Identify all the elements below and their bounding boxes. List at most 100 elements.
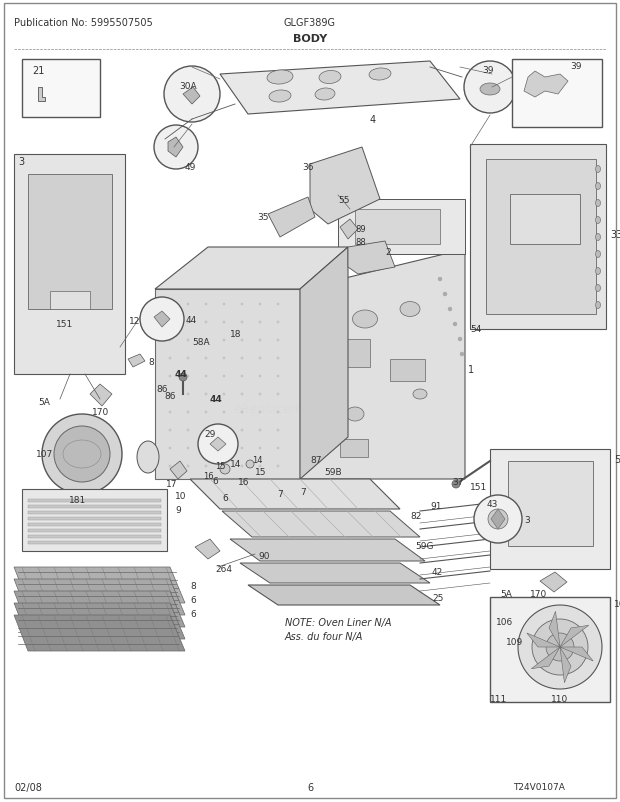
Circle shape (464, 62, 516, 114)
Text: 18: 18 (230, 330, 242, 338)
Polygon shape (38, 88, 45, 102)
Text: 16: 16 (238, 477, 249, 486)
Circle shape (154, 126, 198, 170)
Polygon shape (183, 88, 200, 105)
Circle shape (277, 303, 279, 306)
Circle shape (205, 339, 207, 342)
Circle shape (169, 393, 171, 395)
Polygon shape (540, 573, 567, 592)
Text: 2: 2 (385, 248, 391, 257)
Circle shape (198, 424, 238, 464)
Circle shape (277, 393, 279, 395)
Circle shape (223, 411, 225, 414)
Ellipse shape (269, 91, 291, 103)
Circle shape (54, 427, 110, 482)
Text: 107: 107 (36, 449, 53, 459)
Text: 02/08: 02/08 (14, 782, 42, 792)
Text: 55: 55 (338, 196, 350, 205)
Text: 111: 111 (490, 695, 507, 703)
Text: T24V0107A: T24V0107A (513, 782, 565, 791)
Text: 7: 7 (300, 488, 306, 496)
Polygon shape (195, 539, 220, 559)
Text: 25: 25 (432, 593, 443, 602)
Polygon shape (560, 647, 571, 683)
Text: 110: 110 (551, 695, 569, 703)
Circle shape (205, 322, 207, 324)
Text: 39: 39 (482, 66, 494, 75)
Circle shape (241, 322, 243, 324)
Bar (512, 60, 602, 128)
Text: 5A: 5A (38, 398, 50, 407)
Circle shape (169, 448, 171, 450)
Circle shape (241, 303, 243, 306)
Circle shape (277, 465, 279, 468)
Circle shape (169, 358, 171, 360)
Circle shape (179, 374, 187, 382)
Text: NOTE: Oven Liner N/A: NOTE: Oven Liner N/A (285, 618, 391, 627)
Circle shape (223, 429, 225, 431)
Circle shape (169, 375, 171, 378)
Ellipse shape (595, 217, 601, 225)
Text: 21: 21 (32, 66, 45, 76)
Text: 8: 8 (148, 358, 154, 367)
Text: 89: 89 (355, 225, 366, 233)
Ellipse shape (595, 268, 601, 275)
Polygon shape (170, 461, 187, 480)
Text: 44: 44 (210, 395, 223, 403)
Text: 6: 6 (222, 493, 228, 502)
Bar (330, 339, 370, 367)
Bar (355, 210, 440, 245)
Circle shape (187, 358, 189, 360)
Polygon shape (90, 384, 112, 407)
Text: 59B: 59B (324, 468, 342, 476)
Circle shape (223, 465, 225, 468)
Bar (28, 541, 161, 545)
Polygon shape (14, 615, 185, 651)
Circle shape (140, 298, 184, 342)
Text: Ass. du four N/A: Ass. du four N/A (285, 631, 363, 642)
Text: 29: 29 (204, 429, 215, 439)
Circle shape (277, 358, 279, 360)
Text: 108: 108 (614, 599, 620, 608)
Polygon shape (240, 563, 430, 583)
Circle shape (223, 393, 225, 395)
Circle shape (453, 322, 457, 326)
Text: 54: 54 (470, 325, 481, 334)
Text: 109: 109 (506, 638, 523, 646)
Ellipse shape (400, 302, 420, 317)
Text: 91: 91 (430, 501, 441, 510)
Ellipse shape (315, 89, 335, 101)
Text: 14: 14 (230, 460, 241, 468)
Circle shape (164, 67, 220, 123)
Ellipse shape (353, 310, 378, 329)
Text: 17: 17 (166, 480, 177, 488)
Text: 8: 8 (190, 581, 196, 590)
Circle shape (223, 375, 225, 378)
Circle shape (438, 277, 442, 282)
Polygon shape (155, 290, 300, 480)
Circle shape (223, 358, 225, 360)
Circle shape (277, 339, 279, 342)
Ellipse shape (595, 251, 601, 258)
Text: 82: 82 (410, 512, 422, 520)
Text: 16: 16 (203, 472, 213, 480)
Text: 39: 39 (570, 62, 582, 71)
Text: 170: 170 (92, 407, 109, 416)
Polygon shape (470, 145, 606, 330)
Polygon shape (222, 512, 420, 537)
Polygon shape (486, 160, 596, 314)
Bar (22, 60, 100, 118)
Circle shape (277, 429, 279, 431)
Circle shape (259, 339, 261, 342)
Text: 90: 90 (258, 551, 270, 561)
Circle shape (458, 338, 462, 342)
Polygon shape (310, 148, 380, 225)
Polygon shape (524, 72, 568, 98)
Circle shape (205, 303, 207, 306)
Circle shape (223, 339, 225, 342)
Polygon shape (14, 155, 125, 375)
Circle shape (241, 339, 243, 342)
Text: 30A: 30A (179, 82, 197, 91)
Circle shape (223, 322, 225, 324)
Ellipse shape (595, 166, 601, 173)
